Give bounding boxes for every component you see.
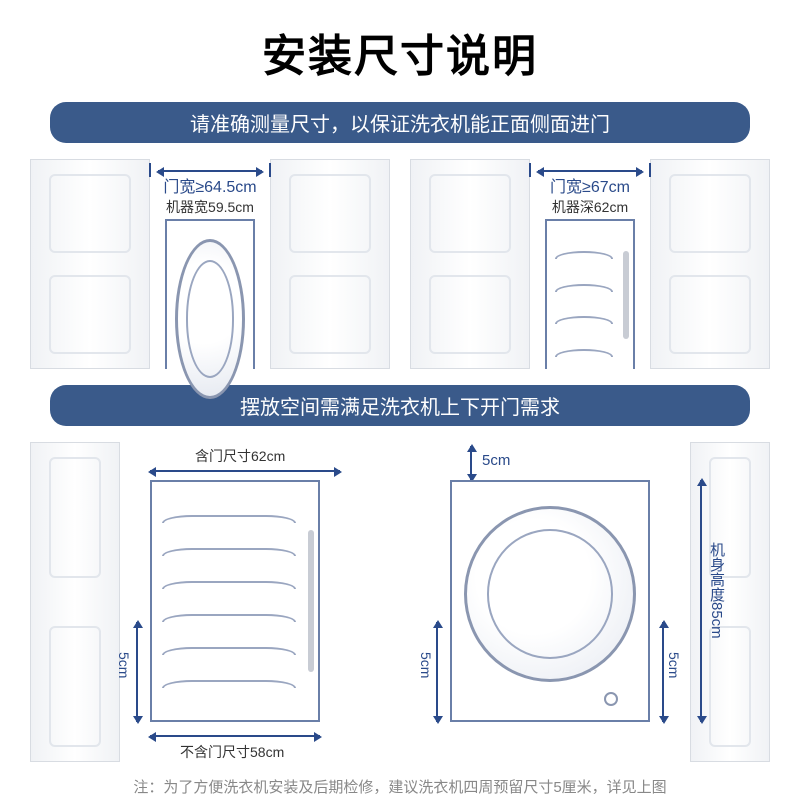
panel-side-depth: 门宽≥67cm 机器深62cm (410, 159, 770, 369)
footnote: 注：为了方便洗衣机安装及后期检修，建议洗衣机四周预留尺寸5厘米，详见上图 (30, 776, 770, 797)
dim-with-door (150, 470, 340, 472)
label-machine-width: 机器宽59.5cm (166, 197, 254, 217)
door-left (30, 159, 150, 369)
dim-height (700, 480, 702, 722)
label-top-gap: 5cm (482, 452, 510, 469)
door-left (410, 159, 530, 369)
washer-front-full (450, 480, 650, 722)
label-without-door: 不含门尺寸58cm (180, 742, 284, 762)
washer-side (545, 219, 635, 369)
label-with-door: 含门尺寸62cm (195, 446, 285, 466)
door-left (30, 442, 120, 762)
door-right (270, 159, 390, 369)
label-right-gap: 5cm (666, 652, 682, 678)
drum-icon (175, 239, 245, 399)
washer-side-full (150, 480, 320, 722)
knob-icon (604, 692, 618, 706)
label-door-width: 门宽≥67cm (550, 173, 630, 197)
bottom-row: 含门尺寸62cm 5cm 不含门尺寸58cm 5cm (30, 442, 770, 762)
dim-top-gap (470, 446, 472, 480)
dim-without-door (150, 735, 320, 737)
side-arcs-icon (162, 502, 296, 700)
door-right (650, 159, 770, 369)
panel-clearance: 5cm 5cm 5cm 机身高度85cm (410, 442, 770, 762)
drum-icon (464, 506, 636, 682)
panel-door-depth: 含门尺寸62cm 5cm 不含门尺寸58cm (30, 442, 390, 762)
panel-front-width: 门宽≥64.5cm 机器宽59.5cm (30, 159, 390, 369)
label-left-gap: 5cm (418, 652, 434, 678)
door-right (690, 442, 770, 762)
banner-space: 摆放空间需满足洗衣机上下开门需求 (50, 385, 750, 426)
dim-gap-left (136, 622, 138, 722)
label-height: 机身高度85cm (706, 542, 727, 639)
dim-door-width (538, 170, 642, 172)
label-door-width: 门宽≥64.5cm (163, 173, 256, 197)
dim-left-gap (436, 622, 438, 722)
washer-front (165, 219, 255, 369)
main-title: 安装尺寸说明 (30, 20, 770, 84)
label-gap-left: 5cm (116, 652, 132, 678)
top-row: 门宽≥64.5cm 机器宽59.5cm 门宽≥67cm 机器深62cm (30, 159, 770, 369)
banner-measure: 请准确测量尺寸，以保证洗衣机能正面侧面进门 (50, 102, 750, 143)
side-arcs-icon (555, 239, 613, 369)
dim-right-gap (662, 622, 664, 722)
label-machine-depth: 机器深62cm (552, 197, 628, 217)
dim-door-width (158, 170, 262, 172)
